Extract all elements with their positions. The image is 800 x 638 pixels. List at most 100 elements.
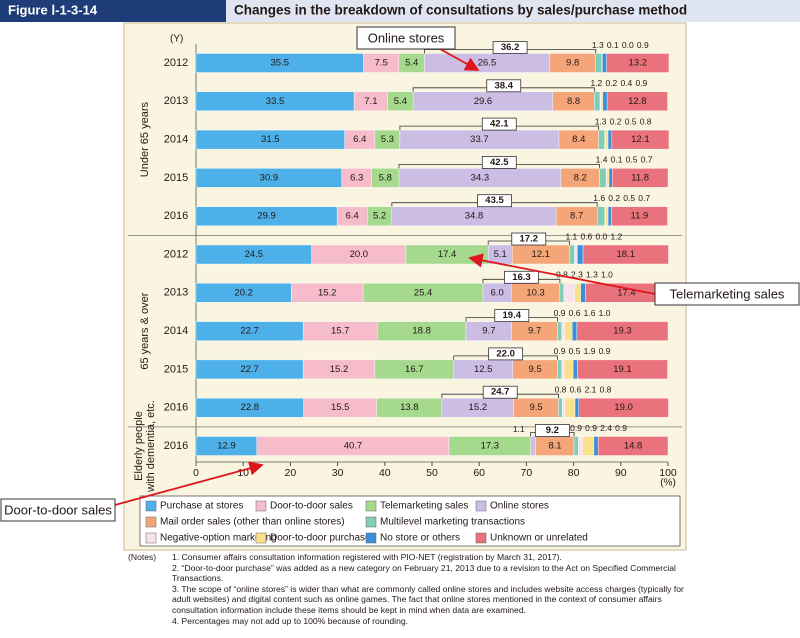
x-tick-label: 10 <box>237 467 249 479</box>
bar-segment <box>569 244 575 265</box>
bar-segment <box>593 436 599 456</box>
chart-title: Changes in the breakdown of consultation… <box>234 3 687 18</box>
bar-segment <box>605 206 609 226</box>
bar-segment <box>576 321 669 341</box>
value-label-small: 1.3 <box>586 270 598 280</box>
bar-segment <box>602 91 608 112</box>
value-label-small: 1.2 <box>590 78 602 88</box>
value-label-small: 0.5 <box>626 155 638 165</box>
value-label-small: 1.2 <box>610 231 622 241</box>
value-label-small: 0.8 <box>555 384 567 394</box>
value-label-small: 0.7 <box>641 155 653 165</box>
x-tick-label: 80 <box>568 467 580 479</box>
bar-segment <box>607 206 612 226</box>
bracket-box <box>504 270 539 284</box>
value-label: 5.3 <box>381 134 394 145</box>
value-label: 5.4 <box>394 96 407 107</box>
bar-segment <box>600 91 604 112</box>
x-tick-label: 0 <box>193 467 199 479</box>
bracket-box <box>511 232 547 246</box>
category-label: 2014 <box>164 134 188 146</box>
legend-swatch <box>145 500 157 512</box>
x-tick-label: 70 <box>521 467 533 479</box>
value-label-small: 0.9 <box>615 423 627 433</box>
category-label: 2013 <box>164 95 188 107</box>
value-label: 12.1 <box>532 249 551 260</box>
value-label-small: 1.0 <box>599 308 611 318</box>
figure-label: Figure Ⅰ-1-3-14 <box>8 2 98 17</box>
chart: Figure Ⅰ-1-3-14 Changes in the breakdown… <box>0 0 800 551</box>
x-tick-label: 50 <box>426 467 438 479</box>
bar-segment <box>571 321 578 341</box>
bar-segment <box>530 436 537 456</box>
bracket-label: 38.4 <box>494 80 513 91</box>
bar-segment <box>611 206 668 226</box>
value-label-small: 0.8 <box>556 270 568 280</box>
value-label: 20.0 <box>350 249 369 260</box>
category-label: 2016 <box>164 402 188 414</box>
value-label-small: 0.6 <box>580 231 592 241</box>
value-label: 7.1 <box>364 96 377 107</box>
figure-label-box <box>0 0 226 22</box>
value-label: 9.8 <box>566 58 579 69</box>
bar-segment <box>573 436 579 456</box>
bracket-box <box>481 155 517 169</box>
legend-label: Unknown or unrelated <box>490 533 588 544</box>
value-label-small: 2.1 <box>585 384 597 394</box>
value-label-small: 1.9 <box>584 346 596 356</box>
value-label-small: 0.4 <box>620 78 632 88</box>
note: 2. “Door-to-door purchase” was added as … <box>172 562 676 584</box>
value-label: 29.9 <box>257 211 276 222</box>
value-label: 15.2 <box>330 364 349 375</box>
value-label-small: 1.6 <box>593 193 605 203</box>
value-label: 7.5 <box>375 58 388 69</box>
bracket-box <box>494 309 530 323</box>
bar-segment <box>558 398 563 418</box>
value-label-small: 0.8 <box>600 384 612 394</box>
legend-swatch <box>475 500 487 512</box>
value-label: 14.8 <box>624 441 643 452</box>
x-tick-label: 40 <box>379 467 391 479</box>
value-label: 12.8 <box>628 96 647 107</box>
value-label: 5.1 <box>494 249 507 260</box>
bar-segment <box>562 398 566 418</box>
x-tick-label: 20 <box>285 467 297 479</box>
bar-segment <box>563 359 574 380</box>
legend-label: Mail order sales (other than online stor… <box>160 517 345 528</box>
value-label: 9.7 <box>482 326 495 337</box>
legend-swatch <box>475 532 487 544</box>
bracket-box <box>486 79 522 93</box>
legend-swatch <box>255 532 267 544</box>
value-label-small: 0.6 <box>569 308 581 318</box>
bar-segment <box>605 129 609 150</box>
bar-segment <box>574 283 581 303</box>
value-label-small: 0.0 <box>595 231 607 241</box>
value-label-small: 0.8 <box>640 116 652 126</box>
value-label: 26.5 <box>478 58 497 69</box>
bracket-box <box>488 347 524 361</box>
bar-segment <box>607 129 613 150</box>
bar-segment <box>597 436 669 456</box>
group-label: 65 years & over <box>139 292 151 369</box>
value-label: 11.8 <box>631 172 649 183</box>
value-label: 17.3 <box>481 441 500 452</box>
note: 1. Consumer affairs consultation informa… <box>172 552 562 562</box>
legend-label: Telemarketing sales <box>380 501 468 512</box>
x-unit: (%) <box>660 478 676 489</box>
value-label-small: 0.5 <box>623 193 635 203</box>
value-label: 18.1 <box>617 249 636 260</box>
value-label: 18.8 <box>412 326 431 337</box>
value-label-small: 0.2 <box>610 116 622 126</box>
callout-box <box>0 498 116 522</box>
value-label: 15.2 <box>318 287 337 298</box>
value-label: 17.4 <box>438 249 457 260</box>
bar-segment <box>608 168 613 188</box>
value-label: 19.3 <box>613 326 632 337</box>
value-label-small: 0.0 <box>622 40 634 50</box>
value-label: 8.8 <box>567 96 580 107</box>
callout-box <box>654 282 800 306</box>
value-label: 12.1 <box>631 134 650 145</box>
category-label: 2013 <box>164 287 188 299</box>
bracket-box <box>534 424 570 437</box>
value-label-small: 2.4 <box>600 423 612 433</box>
